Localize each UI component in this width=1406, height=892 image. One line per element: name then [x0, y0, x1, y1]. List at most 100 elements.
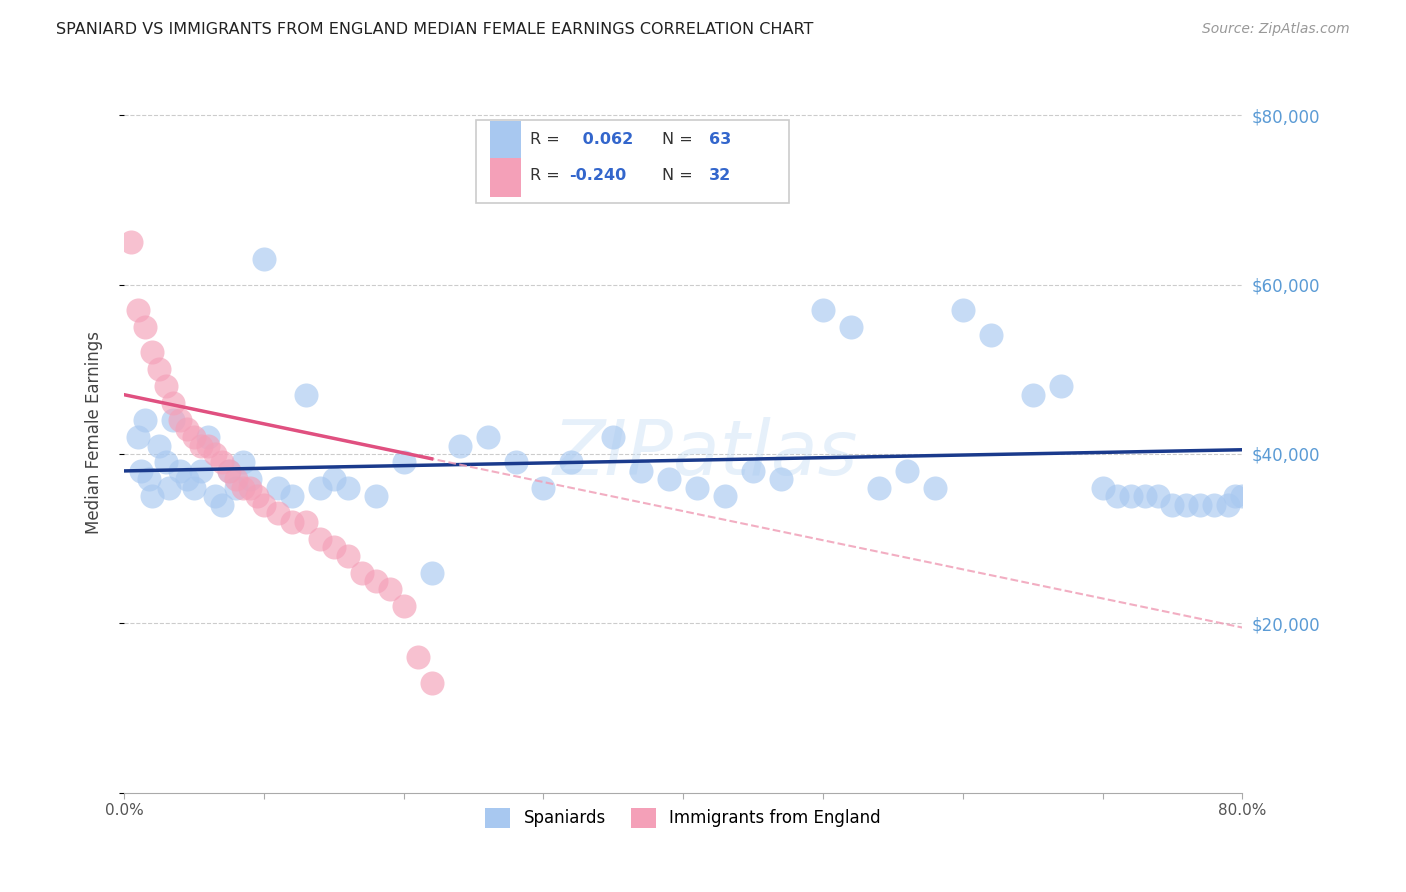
- Point: [267, 506, 290, 520]
- Point: [281, 489, 304, 503]
- Point: [533, 481, 555, 495]
- Point: [1225, 489, 1247, 503]
- Point: [129, 464, 152, 478]
- Point: [295, 388, 318, 402]
- Point: [138, 472, 160, 486]
- Point: [176, 421, 198, 435]
- Point: [239, 472, 262, 486]
- Point: [364, 489, 387, 503]
- Point: [505, 455, 527, 469]
- Text: N =: N =: [662, 169, 697, 183]
- Point: [176, 472, 198, 486]
- Point: [1091, 481, 1114, 495]
- Point: [169, 413, 191, 427]
- Point: [742, 464, 765, 478]
- Point: [211, 455, 233, 469]
- Point: [392, 455, 415, 469]
- Point: [602, 430, 624, 444]
- FancyBboxPatch shape: [489, 121, 522, 161]
- Point: [218, 464, 240, 478]
- Point: [204, 447, 226, 461]
- Text: N =: N =: [662, 132, 697, 147]
- Point: [420, 566, 443, 580]
- Point: [246, 489, 269, 503]
- Point: [148, 438, 170, 452]
- Point: [120, 235, 142, 250]
- Point: [952, 303, 974, 318]
- Point: [253, 498, 276, 512]
- Point: [127, 430, 149, 444]
- Point: [322, 472, 344, 486]
- Point: [336, 481, 359, 495]
- Point: [1105, 489, 1128, 503]
- Point: [218, 464, 240, 478]
- Point: [336, 549, 359, 563]
- Point: [148, 362, 170, 376]
- FancyBboxPatch shape: [477, 120, 790, 202]
- Point: [155, 455, 177, 469]
- Text: Source: ZipAtlas.com: Source: ZipAtlas.com: [1202, 22, 1350, 37]
- Point: [449, 438, 471, 452]
- Text: SPANIARD VS IMMIGRANTS FROM ENGLAND MEDIAN FEMALE EARNINGS CORRELATION CHART: SPANIARD VS IMMIGRANTS FROM ENGLAND MEDI…: [56, 22, 814, 37]
- Point: [811, 303, 834, 318]
- Point: [630, 464, 652, 478]
- Point: [232, 481, 254, 495]
- Point: [225, 472, 247, 486]
- Point: [183, 430, 205, 444]
- Point: [141, 345, 163, 359]
- Point: [197, 438, 219, 452]
- Point: [770, 472, 793, 486]
- Point: [204, 489, 226, 503]
- Point: [1189, 498, 1212, 512]
- Point: [1175, 498, 1198, 512]
- Text: 32: 32: [709, 169, 731, 183]
- Point: [225, 481, 247, 495]
- Point: [896, 464, 918, 478]
- Point: [190, 438, 212, 452]
- Point: [281, 515, 304, 529]
- Point: [322, 540, 344, 554]
- Point: [560, 455, 582, 469]
- Text: ZIPatlas: ZIPatlas: [553, 417, 858, 491]
- Point: [420, 675, 443, 690]
- Point: [183, 481, 205, 495]
- Point: [1204, 498, 1226, 512]
- Point: [157, 481, 180, 495]
- Point: [232, 455, 254, 469]
- Text: R =: R =: [530, 169, 565, 183]
- Text: 0.062: 0.062: [576, 132, 633, 147]
- Point: [1161, 498, 1184, 512]
- Point: [197, 430, 219, 444]
- Point: [1021, 388, 1043, 402]
- Point: [364, 574, 387, 588]
- Point: [162, 413, 184, 427]
- Text: 63: 63: [709, 132, 731, 147]
- Point: [1218, 498, 1240, 512]
- Point: [1049, 379, 1071, 393]
- Point: [1133, 489, 1156, 503]
- Point: [392, 599, 415, 614]
- Point: [308, 481, 330, 495]
- Point: [211, 498, 233, 512]
- Point: [308, 532, 330, 546]
- Text: -0.240: -0.240: [569, 169, 627, 183]
- Point: [295, 515, 318, 529]
- Point: [350, 566, 373, 580]
- Point: [839, 320, 862, 334]
- Point: [253, 252, 276, 267]
- Point: [868, 481, 890, 495]
- Point: [406, 650, 429, 665]
- Point: [1147, 489, 1170, 503]
- Point: [190, 464, 212, 478]
- Point: [127, 303, 149, 318]
- Point: [134, 413, 156, 427]
- Legend: Spaniards, Immigrants from England: Spaniards, Immigrants from England: [479, 801, 887, 835]
- Point: [155, 379, 177, 393]
- Point: [477, 430, 499, 444]
- Point: [980, 328, 1002, 343]
- Point: [924, 481, 946, 495]
- Point: [1119, 489, 1142, 503]
- Text: R =: R =: [530, 132, 565, 147]
- Point: [1232, 489, 1254, 503]
- FancyBboxPatch shape: [489, 158, 522, 197]
